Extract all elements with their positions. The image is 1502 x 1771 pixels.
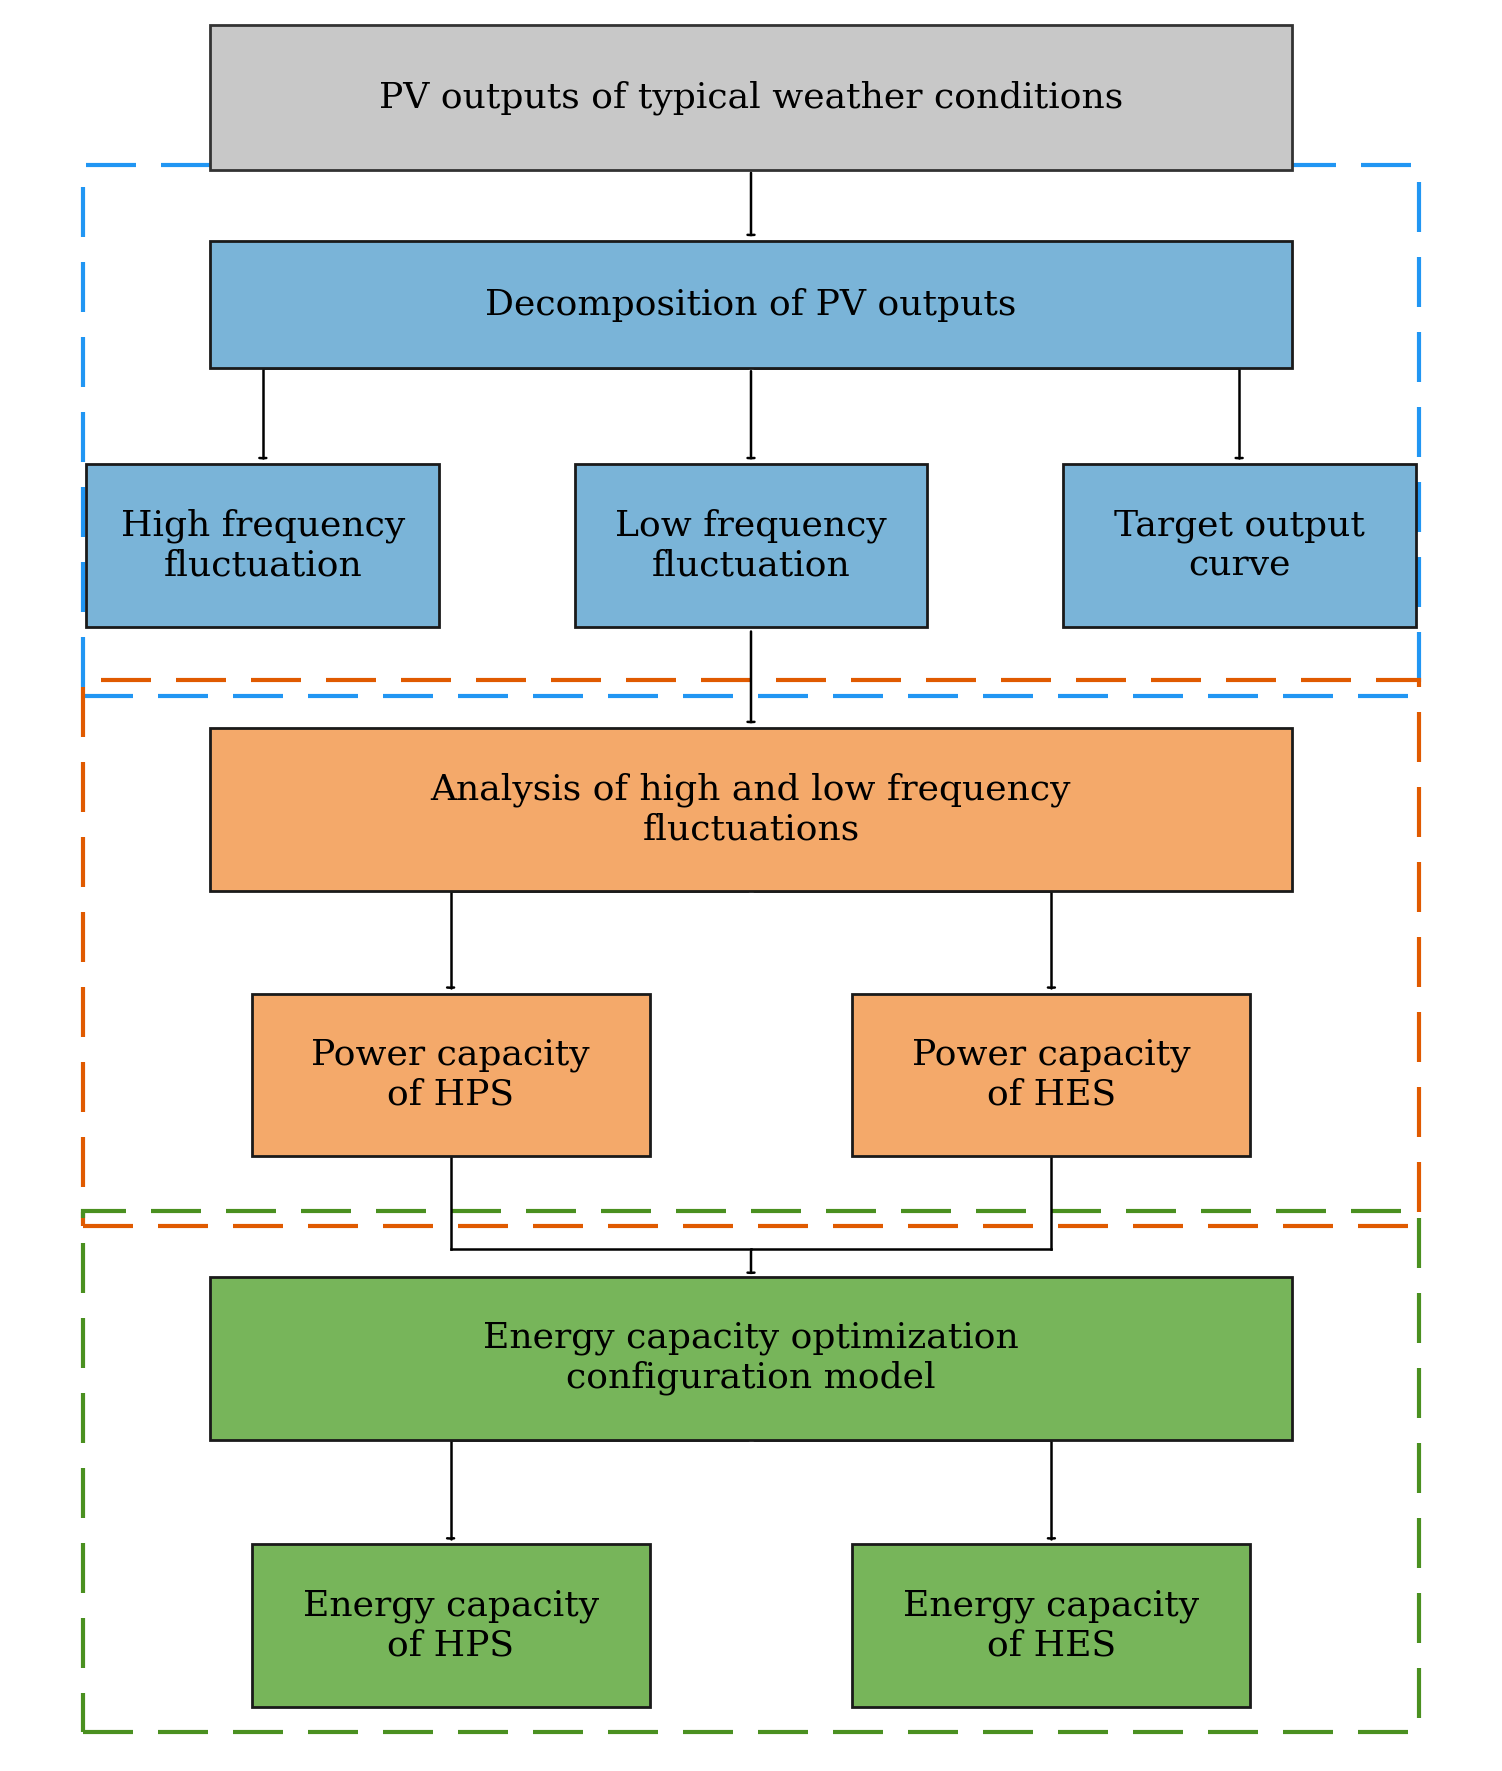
FancyBboxPatch shape: [210, 1277, 1292, 1440]
Text: Target output
curve: Target output curve: [1113, 508, 1365, 583]
FancyBboxPatch shape: [210, 241, 1292, 368]
Bar: [83, 165, 1419, 696]
Text: Decomposition of PV outputs: Decomposition of PV outputs: [485, 287, 1017, 322]
Text: Energy capacity
of HES: Energy capacity of HES: [903, 1589, 1200, 1663]
Text: High frequency
fluctuation: High frequency fluctuation: [120, 508, 406, 583]
Text: Analysis of high and low frequency
fluctuations: Analysis of high and low frequency fluct…: [431, 772, 1071, 847]
FancyBboxPatch shape: [87, 464, 439, 627]
Text: Energy capacity optimization
configuration model: Energy capacity optimization configurati…: [484, 1321, 1018, 1396]
Text: Power capacity
of HES: Power capacity of HES: [912, 1038, 1191, 1112]
FancyBboxPatch shape: [210, 728, 1292, 891]
Text: Power capacity
of HPS: Power capacity of HPS: [311, 1038, 590, 1112]
Text: Energy capacity
of HPS: Energy capacity of HPS: [302, 1589, 599, 1663]
FancyBboxPatch shape: [252, 994, 650, 1156]
FancyBboxPatch shape: [853, 994, 1250, 1156]
FancyBboxPatch shape: [210, 25, 1292, 170]
FancyBboxPatch shape: [252, 1544, 650, 1707]
FancyBboxPatch shape: [853, 1544, 1250, 1707]
Text: Low frequency
fluctuation: Low frequency fluctuation: [616, 508, 886, 583]
Text: PV outputs of typical weather conditions: PV outputs of typical weather conditions: [379, 80, 1123, 115]
FancyBboxPatch shape: [1063, 464, 1415, 627]
Bar: [83, 680, 1419, 1226]
FancyBboxPatch shape: [574, 464, 927, 627]
Bar: [83, 1211, 1419, 1732]
